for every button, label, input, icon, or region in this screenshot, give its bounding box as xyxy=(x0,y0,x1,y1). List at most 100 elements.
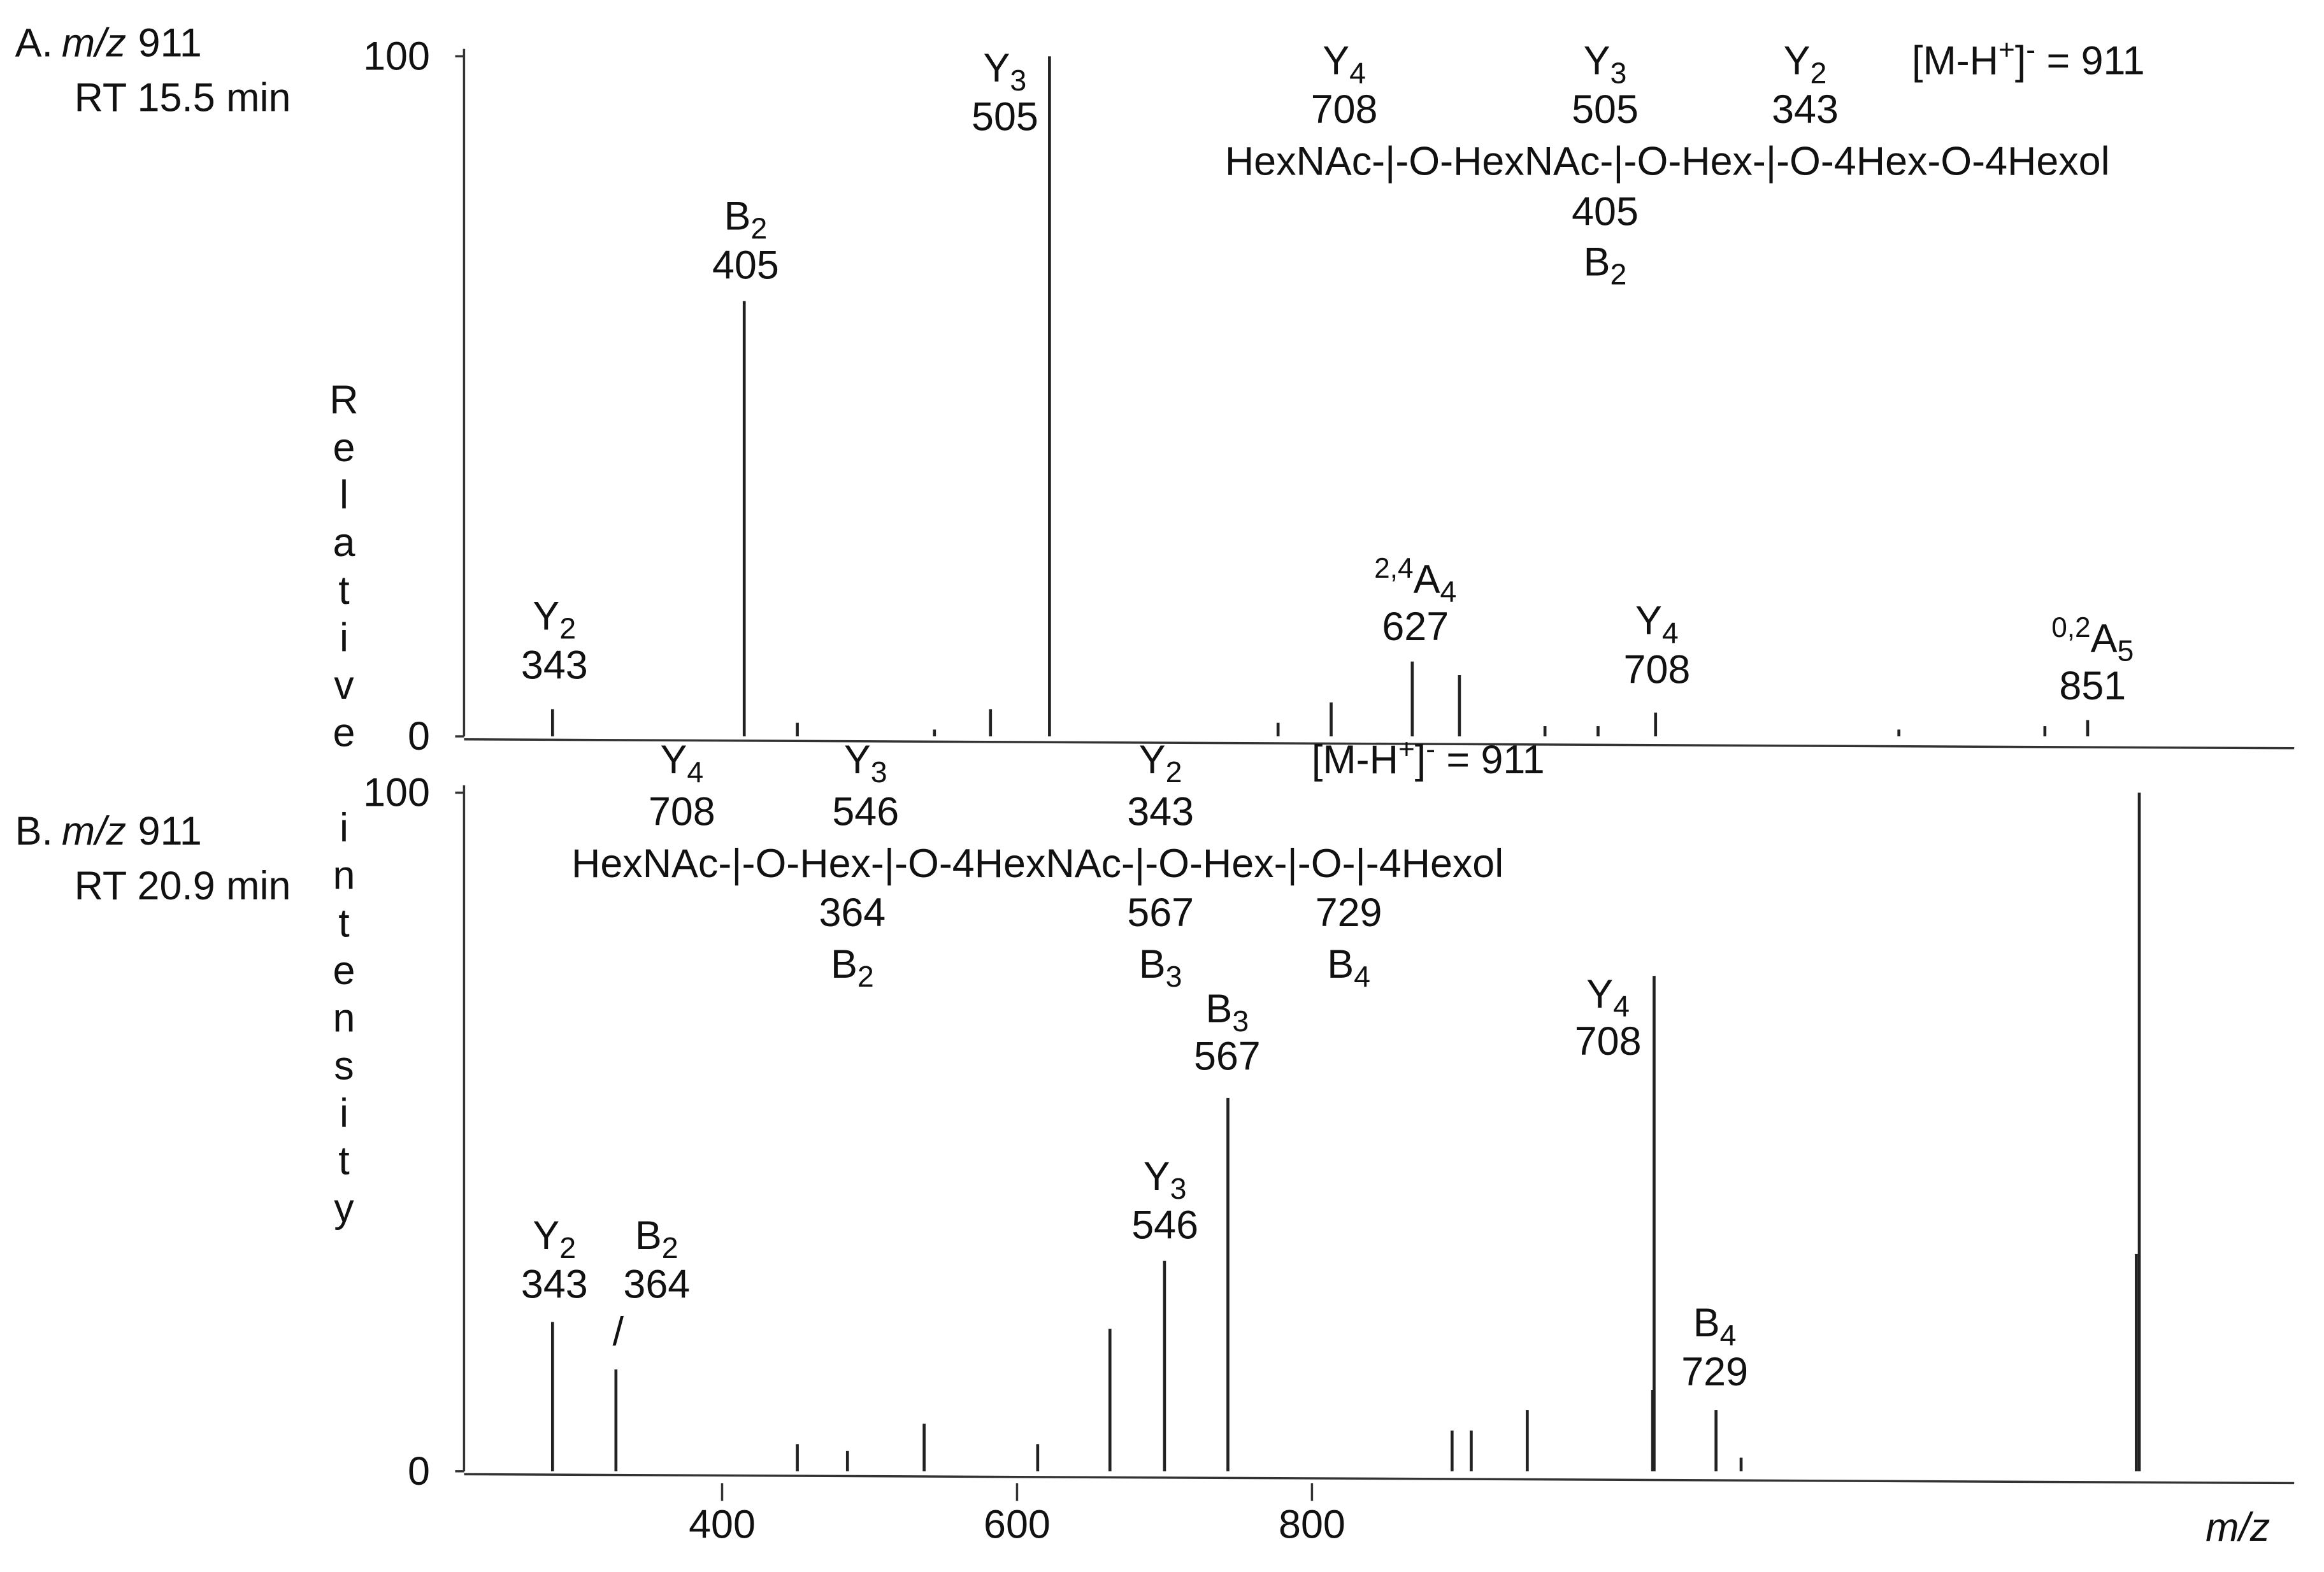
fragment-ion: B4 xyxy=(1327,942,1370,993)
fragment-mz: 708 xyxy=(1311,87,1378,132)
peak-mz-label: 364 xyxy=(623,1262,690,1307)
peak-ion-label: Y3 xyxy=(1144,1154,1187,1205)
precursor-head: [M-H xyxy=(1312,738,1398,782)
x-axis xyxy=(464,738,2295,750)
structure: HexNAc-|-O-HexNAc-|-O-Hex-|-O-4Hex-O-4He… xyxy=(1225,139,2110,183)
peak-ion-label: B2 xyxy=(635,1213,678,1264)
peak-ion-label: B4 xyxy=(1693,1301,1737,1352)
x-tick-label: 600 xyxy=(984,1502,1051,1547)
x-tick-label: 400 xyxy=(689,1502,756,1547)
ion-letter: Y xyxy=(533,1213,559,1258)
ion-subscript: 4 xyxy=(1662,617,1679,650)
ion-letter: Y xyxy=(844,738,871,782)
peak-ion-label: 0,2A5 xyxy=(2051,612,2134,667)
ion-letter: A xyxy=(2091,616,2118,661)
peak-ion-label: Y4 xyxy=(1586,972,1630,1023)
fragment-ion: Y3 xyxy=(844,738,887,789)
ion-letter: Y xyxy=(1139,738,1166,782)
ion-subscript: 3 xyxy=(1610,56,1627,89)
panel-label: B. m/z 911 xyxy=(15,809,202,854)
ion-subscript: 2 xyxy=(559,612,576,645)
ion-subscript: 4 xyxy=(687,755,703,789)
ion-letter: Y xyxy=(1323,38,1349,83)
precursor-mid: ] xyxy=(1415,738,1426,782)
panel-label: A. m/z 911 xyxy=(15,20,202,65)
precursor-ion: [M-H+]- = 911 xyxy=(1312,734,1545,782)
ion-subscript: 3 xyxy=(1170,1172,1187,1205)
ion-letter: B xyxy=(724,194,750,239)
peak-ion-label: 2,4A4 xyxy=(1374,553,1456,608)
ion-letter: B xyxy=(1584,240,1610,285)
ion-subscript: 4 xyxy=(1613,990,1630,1023)
fragment-ion: Y2 xyxy=(1139,738,1182,789)
precursor-tail: = 911 xyxy=(1435,738,1545,782)
peak-mz-label: 505 xyxy=(972,95,1038,139)
fragment-mz: 364 xyxy=(819,890,886,935)
fragment-ion: Y4 xyxy=(1323,38,1366,89)
precursor-mid: ] xyxy=(2015,38,2026,83)
ion-superscript: 2,4 xyxy=(1374,553,1413,584)
ion-subscript: 4 xyxy=(1354,960,1370,993)
peak-mz-label: 729 xyxy=(1681,1350,1748,1394)
fragment-ion: B2 xyxy=(831,942,874,993)
y-tick-label: 0 xyxy=(408,714,430,759)
ion-subscript: 2 xyxy=(662,1231,678,1264)
peak-mz-label: 546 xyxy=(1131,1203,1198,1248)
ion-letter: Y xyxy=(660,738,687,782)
fragment-mz: 708 xyxy=(649,790,715,834)
peak-mz-label: 851 xyxy=(2059,664,2126,708)
x-tick-label: 800 xyxy=(1279,1502,1345,1547)
x-axis xyxy=(464,1473,2295,1485)
precursor-sup: + xyxy=(1998,34,2015,66)
ion-subscript: 4 xyxy=(1440,575,1456,608)
ion-subscript: 2 xyxy=(857,960,874,993)
ion-letter: B xyxy=(831,942,857,987)
peak-mz-label: 567 xyxy=(1194,1034,1261,1078)
ion-letter: Y xyxy=(1584,38,1610,83)
precursor-sup: + xyxy=(1398,734,1415,765)
precursor-sup: - xyxy=(1426,734,1435,765)
peak-ion-label: Y4 xyxy=(1635,599,1679,650)
fragment-mz: 343 xyxy=(1127,790,1194,834)
fragment-ion: Y3 xyxy=(1584,38,1627,89)
fragment-mz: 343 xyxy=(1772,87,1839,132)
precursor-ion: [M-H+]- = 911 xyxy=(1912,34,2145,83)
ion-subscript: 2 xyxy=(1166,755,1182,789)
fragment-mz: 546 xyxy=(832,790,899,834)
peak-ion-label: B2 xyxy=(724,194,767,245)
fragment-mz: 505 xyxy=(1572,87,1639,132)
y-tick-label: 100 xyxy=(363,770,430,815)
ion-superscript: 0,2 xyxy=(2051,612,2090,643)
ion-subscript: 3 xyxy=(1166,960,1182,993)
y-tick-label: 0 xyxy=(408,1449,430,1494)
fragment-ion: B3 xyxy=(1139,942,1182,993)
peak-ion-label: Y2 xyxy=(533,594,576,645)
ion-letter: Y xyxy=(984,46,1010,90)
ion-letter: Y xyxy=(1784,38,1811,83)
ion-letter: B xyxy=(635,1213,662,1258)
peak-mz-label: 627 xyxy=(1382,604,1449,649)
fragment-mz: 729 xyxy=(1316,890,1382,935)
ion-letter: A xyxy=(1414,557,1440,601)
ion-subscript: 5 xyxy=(2118,634,2134,667)
ion-letter: B xyxy=(1205,987,1232,1031)
ion-subscript: 3 xyxy=(1010,64,1026,97)
ion-subscript: 3 xyxy=(871,755,887,789)
precursor-head: [M-H xyxy=(1912,38,1998,83)
peak-mz-label: 708 xyxy=(1575,1019,1642,1064)
structure: HexNAc-|-O-Hex-|-O-4HexNAc-|-O-Hex-|-O-|… xyxy=(571,841,1503,886)
fragment-mz: 567 xyxy=(1127,890,1194,935)
ion-letter: Y xyxy=(1635,599,1662,643)
precursor-sup: - xyxy=(2026,34,2035,66)
y-tick-label: 100 xyxy=(363,34,430,78)
retention-time: RT 20.9 min xyxy=(75,864,291,908)
fragment-ion: Y2 xyxy=(1784,38,1827,89)
peak-mz-label: 343 xyxy=(521,643,588,687)
ion-letter: Y xyxy=(1144,1154,1170,1199)
peak-mz-label: 405 xyxy=(712,243,779,287)
peak-ion-label: Y3 xyxy=(984,46,1027,97)
ion-letter: Y xyxy=(1586,972,1613,1017)
fragment-mz: 405 xyxy=(1572,190,1639,234)
precursor-mz: 911 xyxy=(138,809,202,854)
ion-subscript: 4 xyxy=(1720,1318,1737,1352)
